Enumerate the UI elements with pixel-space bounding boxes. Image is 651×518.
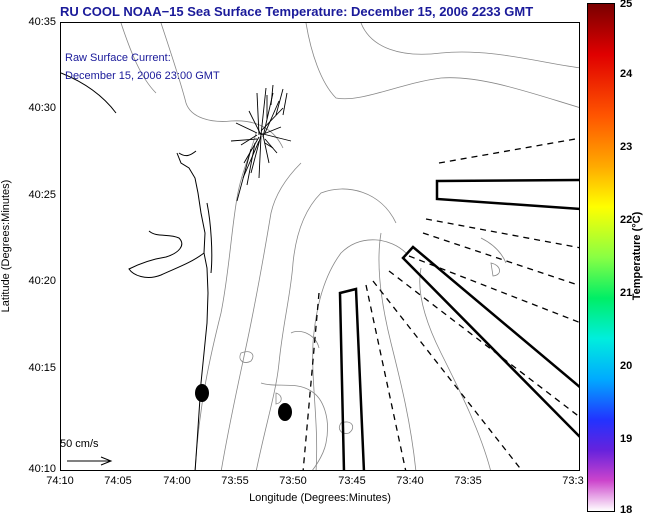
scale-arrow: [67, 456, 113, 466]
xtick-label: 73:55: [221, 475, 249, 487]
map-title: RU COOL NOAA−15 Sea Surface Temperature:…: [60, 4, 534, 19]
ytick-label: 40:15: [28, 362, 56, 374]
radar-beams: [302, 137, 579, 470]
colorbar-tick-label: 23: [620, 141, 633, 153]
ytick-label: 40:35: [28, 16, 56, 28]
raw-current-label: Raw Surface Current:: [65, 52, 171, 64]
colorbar-gradient: [588, 4, 614, 511]
temperature-colorbar: [587, 3, 615, 512]
colorbar-tick-label: 24: [620, 68, 633, 80]
current-vectors: [230, 84, 292, 202]
x-axis-label: Longitude (Degrees:Minutes): [249, 492, 391, 504]
colorbar-tick-label: 20: [620, 360, 633, 372]
colorbar-tick-label: 19: [620, 433, 633, 445]
bathymetry-contours: [120, 23, 579, 470]
map-canvas: [61, 23, 579, 470]
xtick-label: 74:00: [163, 475, 191, 487]
xtick-label: 73:35: [454, 475, 482, 487]
colorbar-tick-label: 18: [620, 504, 633, 516]
scale-label: 50 cm/s: [60, 438, 99, 450]
raw-current-date: December 15, 2006 23:00 GMT: [65, 70, 220, 82]
buoy-marker-2: [278, 403, 292, 421]
ytick-label: 40:30: [28, 102, 56, 114]
xtick-label: 73:45: [338, 475, 366, 487]
xtick-label: 74:05: [104, 475, 132, 487]
map-plot-area[interactable]: Raw Surface Current: December 15, 2006 2…: [60, 22, 580, 471]
buoy-marker-1: [195, 384, 209, 402]
colorbar-tick-label: 22: [620, 214, 633, 226]
ytick-label: 40:20: [28, 275, 56, 287]
xtick-label: 73:3: [562, 475, 584, 487]
xtick-label: 73:40: [396, 475, 424, 487]
ytick-label: 40:10: [28, 463, 56, 475]
xtick-label: 74:10: [46, 475, 74, 487]
exclusion-zones: [338, 178, 579, 470]
coastline: [61, 72, 213, 470]
xtick-label: 73:50: [279, 475, 307, 487]
colorbar-tick-label: 21: [620, 287, 633, 299]
y-axis-label: Latitude (Degrees:Minutes): [0, 179, 12, 313]
colorbar-label: Temperature (°C): [631, 211, 643, 301]
colorbar-tick-label: 25: [620, 0, 633, 10]
ytick-label: 40:25: [28, 189, 56, 201]
